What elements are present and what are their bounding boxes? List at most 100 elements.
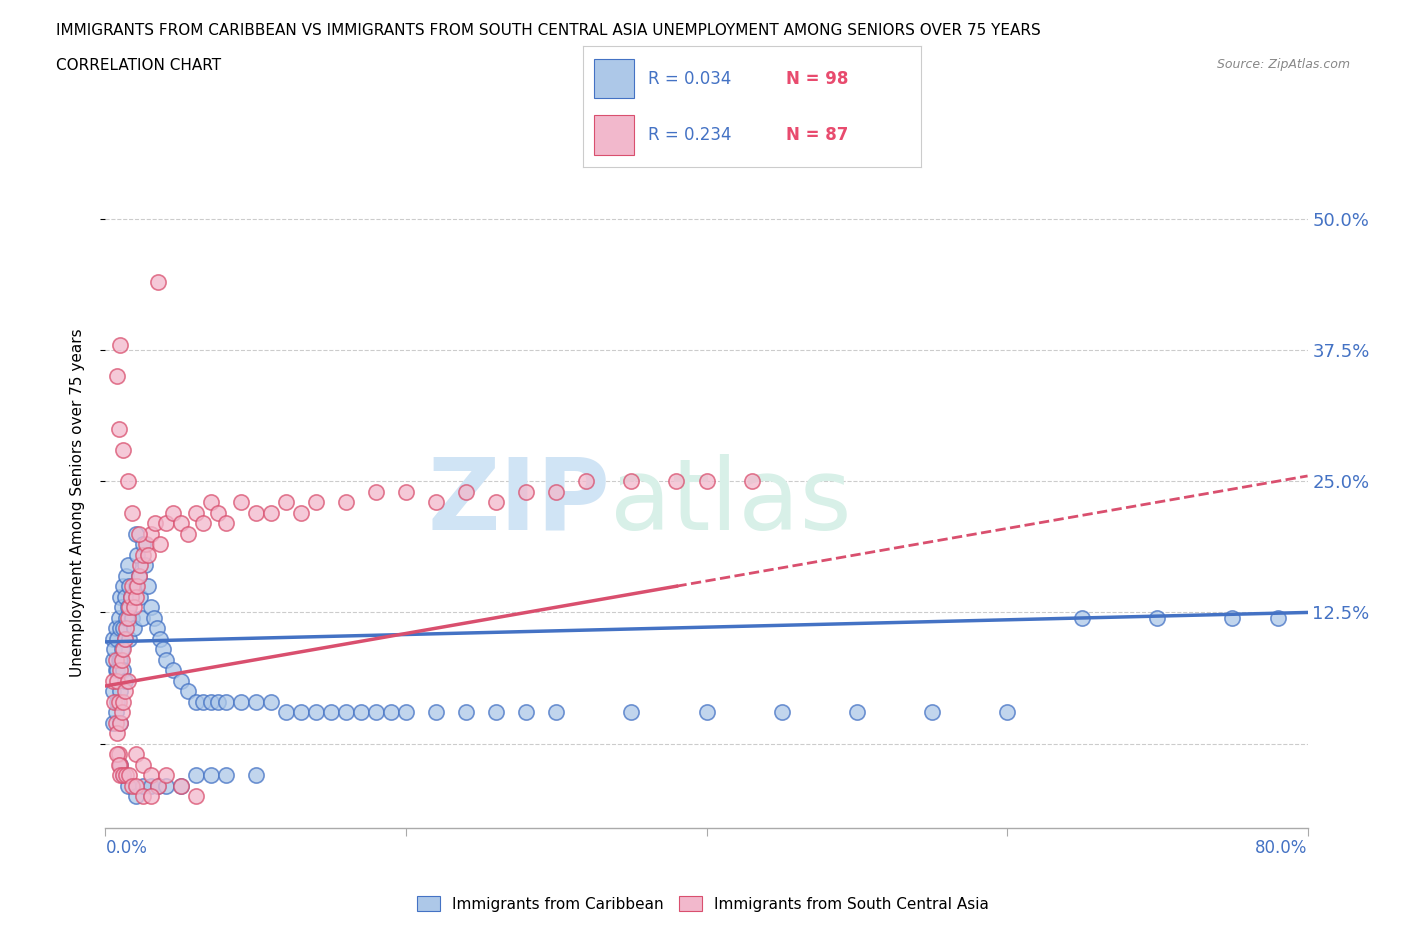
Point — [110, 338, 132, 352]
Point — [184, 695, 207, 710]
Point — [229, 495, 252, 510]
Point — [124, 778, 146, 793]
Point — [115, 568, 138, 583]
Point — [110, 684, 132, 698]
Point — [108, 610, 131, 625]
Point — [101, 673, 124, 688]
Point — [845, 705, 868, 720]
Point — [575, 473, 598, 488]
Point — [108, 421, 131, 436]
Point — [111, 705, 134, 720]
Point — [124, 590, 146, 604]
Point — [290, 705, 312, 720]
Point — [110, 663, 132, 678]
Point — [129, 590, 152, 604]
Point — [125, 547, 148, 562]
Point — [245, 505, 267, 520]
Point — [112, 443, 135, 458]
Point — [139, 526, 162, 541]
Point — [114, 673, 136, 688]
Point — [214, 695, 236, 710]
Point — [148, 537, 170, 551]
Point — [395, 485, 418, 499]
Point — [191, 695, 214, 710]
Point — [214, 768, 236, 783]
Point — [118, 631, 141, 646]
Point — [117, 473, 139, 488]
Point — [114, 631, 136, 646]
Point — [155, 778, 177, 793]
Point — [136, 578, 159, 593]
Point — [124, 747, 146, 762]
Point — [117, 558, 139, 573]
Point — [143, 516, 166, 531]
Point — [350, 705, 373, 720]
Point — [260, 505, 283, 520]
Point — [380, 705, 402, 720]
Point — [117, 778, 139, 793]
Point — [134, 558, 156, 573]
Point — [110, 715, 132, 730]
Point — [101, 652, 124, 667]
Point — [395, 705, 418, 720]
Point — [139, 768, 162, 783]
Point — [364, 705, 387, 720]
Point — [114, 684, 136, 698]
Point — [665, 473, 688, 488]
Point — [177, 526, 200, 541]
Point — [132, 778, 155, 793]
Point — [305, 495, 328, 510]
Text: ZIP: ZIP — [427, 454, 610, 551]
Point — [132, 757, 155, 772]
Text: N = 87: N = 87 — [786, 126, 848, 144]
Point — [1071, 610, 1094, 625]
Point — [112, 578, 135, 593]
Point — [425, 705, 447, 720]
Point — [145, 620, 167, 635]
Point — [112, 695, 135, 710]
Point — [184, 789, 207, 804]
Point — [485, 495, 508, 510]
Point — [121, 578, 143, 593]
Point — [696, 473, 718, 488]
Point — [139, 600, 162, 615]
Point — [162, 505, 184, 520]
Point — [101, 631, 124, 646]
Point — [110, 652, 132, 667]
Point — [112, 768, 135, 783]
Point — [112, 620, 135, 635]
Point — [546, 705, 568, 720]
Point — [122, 600, 145, 615]
Point — [110, 768, 132, 783]
Point — [207, 695, 229, 710]
Point — [104, 705, 127, 720]
Point — [155, 768, 177, 783]
Point — [620, 705, 643, 720]
Point — [1222, 610, 1244, 625]
Point — [162, 663, 184, 678]
Point — [319, 705, 342, 720]
Point — [128, 568, 150, 583]
Point — [112, 642, 135, 657]
Point — [229, 695, 252, 710]
Point — [128, 526, 150, 541]
Point — [110, 715, 132, 730]
Point — [124, 789, 146, 804]
Point — [111, 600, 134, 615]
Point — [104, 620, 127, 635]
Point — [169, 516, 191, 531]
Point — [425, 495, 447, 510]
Point — [122, 620, 145, 635]
Point — [103, 642, 125, 657]
Point — [128, 568, 150, 583]
Point — [290, 505, 312, 520]
Point — [120, 590, 142, 604]
Text: 0.0%: 0.0% — [105, 839, 148, 857]
Point — [108, 695, 131, 710]
Point — [136, 547, 159, 562]
Point — [120, 590, 142, 604]
Point — [107, 695, 129, 710]
Point — [107, 673, 129, 688]
Point — [108, 757, 131, 772]
Point — [118, 768, 141, 783]
